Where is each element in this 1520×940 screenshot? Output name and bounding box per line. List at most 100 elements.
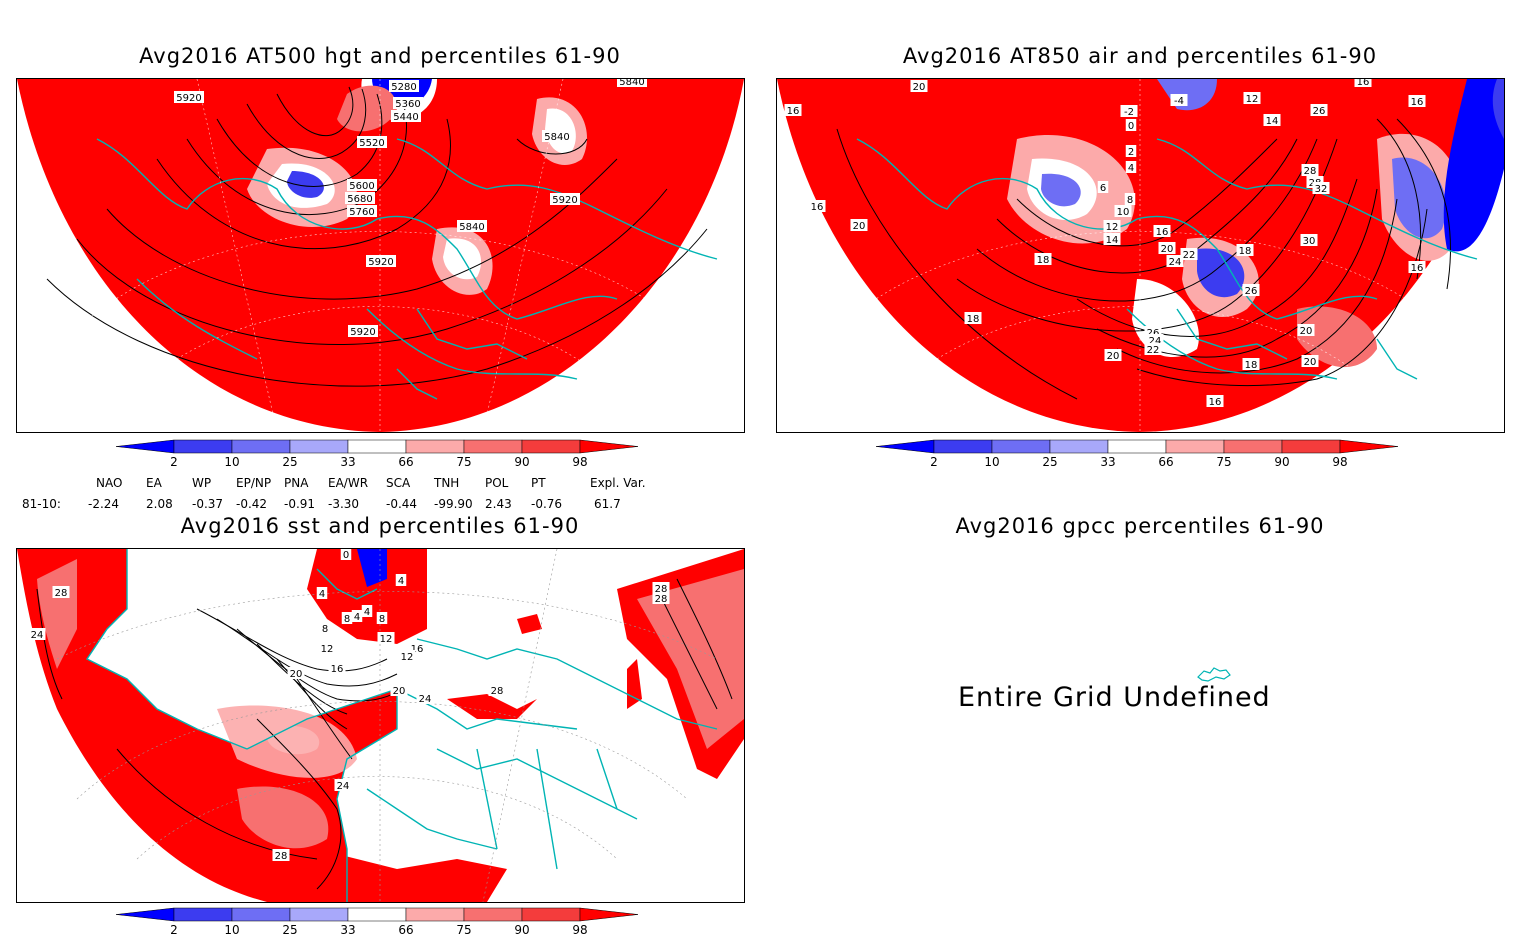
contour-label: 28	[652, 582, 670, 595]
colorbar-tick-label: 75	[456, 923, 471, 937]
contour-label: 20	[1301, 355, 1319, 368]
contour-label: 16	[1206, 395, 1224, 408]
contour-label: 5920	[348, 325, 378, 338]
index-header-cell: NAO	[96, 476, 123, 490]
contour-label: 2	[1125, 145, 1137, 158]
svg-text:28: 28	[275, 851, 288, 862]
svg-text:18: 18	[967, 314, 980, 325]
svg-text:4: 4	[364, 607, 370, 618]
colorbar-swatch	[876, 439, 935, 454]
colorbar-tick-label: 98	[572, 923, 587, 937]
contour-label: 32	[1312, 182, 1330, 195]
svg-text:16: 16	[1357, 79, 1370, 88]
contour-label: 22	[1180, 248, 1198, 261]
svg-text:28: 28	[55, 588, 68, 599]
colorbar-swatch	[347, 907, 407, 922]
index-header-cell: POL	[485, 476, 509, 490]
svg-text:24: 24	[31, 630, 44, 641]
svg-text:20: 20	[393, 686, 406, 697]
contour-label: 12	[398, 650, 416, 663]
contour-label: 18	[1242, 358, 1260, 371]
hgt-map: 5280 5360 5440 5520 5600 5680 5760 5840 5840 5840…	[17, 79, 744, 432]
colorbar-tick-label: 2	[170, 455, 178, 469]
svg-text:-2: -2	[1124, 107, 1134, 118]
contour-label: 26	[1310, 104, 1328, 117]
contour-label: 12	[318, 642, 336, 655]
svg-text:0: 0	[1128, 121, 1134, 132]
index-header-cell: TNH	[434, 476, 460, 490]
contour-label: 0	[1125, 119, 1137, 132]
svg-text:30: 30	[1303, 236, 1316, 247]
colorbar-swatch	[289, 907, 349, 922]
contour-label: 18	[964, 312, 982, 325]
svg-text:16: 16	[1156, 227, 1169, 238]
svg-text:24: 24	[337, 781, 350, 792]
svg-text:5760: 5760	[349, 207, 374, 218]
svg-text:-4: -4	[1174, 96, 1184, 107]
colorbar-swatches	[116, 439, 639, 454]
index-value-cell: 2.08	[146, 497, 173, 511]
gpcc-panel-title: Avg2016 gpcc percentiles 61-90	[955, 514, 1325, 538]
contour-label: 24	[28, 628, 46, 641]
index-value-cell: 61.7	[594, 497, 621, 511]
svg-text:16: 16	[1209, 397, 1222, 408]
hgt-panel-title: Avg2016 AT500 hgt and percentiles 61-90	[139, 44, 621, 68]
svg-text:20: 20	[853, 221, 866, 232]
svg-text:26: 26	[1313, 106, 1326, 117]
colorbar-top-left: 2 10 25 33 66 75 90 98	[116, 439, 639, 469]
hgt-coastlines	[96, 138, 718, 400]
colorbar-tick-labels: 2 10 25 33 66 75 90 98	[170, 923, 587, 937]
contour-label: 24	[416, 692, 434, 705]
svg-text:12: 12	[1106, 222, 1119, 233]
colorbar-swatch	[1165, 439, 1225, 454]
contour-label: 5920	[550, 193, 580, 206]
colorbar-tick-labels: 2 10 25 33 66 75 90 98	[930, 455, 1347, 469]
svg-text:26: 26	[1147, 328, 1160, 339]
colorbar-tick-label: 75	[1216, 455, 1231, 469]
contour-label: 5920	[174, 91, 204, 104]
air-map: 20-4-20246810121416182022242628303216182…	[777, 79, 1504, 432]
svg-text:2: 2	[1128, 147, 1134, 158]
sst-panel-title: Avg2016 sst and percentiles 61-90	[180, 514, 580, 538]
svg-text:16: 16	[1411, 263, 1424, 274]
svg-text:20: 20	[913, 82, 926, 93]
contour-label: 12	[377, 632, 395, 645]
svg-text:24: 24	[1169, 257, 1182, 268]
contour-label: 28	[52, 586, 70, 599]
svg-text:16: 16	[1411, 97, 1424, 108]
colorbar-swatch	[991, 439, 1051, 454]
svg-text:0: 0	[343, 550, 349, 561]
contour-label: 5520	[357, 136, 387, 149]
index-value-cell: -0.76	[531, 497, 563, 511]
colorbar-swatches	[116, 907, 639, 922]
svg-text:5360: 5360	[395, 99, 420, 110]
svg-text:12: 12	[1246, 94, 1259, 105]
index-value-cell: -99.90	[434, 497, 473, 511]
contour-label: 5920	[366, 255, 396, 268]
colorbar-swatch	[405, 439, 465, 454]
svg-text:20: 20	[1161, 244, 1174, 255]
colorbar-swatch	[579, 907, 639, 922]
svg-text:14: 14	[1266, 116, 1279, 127]
svg-text:28: 28	[655, 584, 668, 595]
index-header-cell: PT	[531, 476, 546, 490]
svg-text:16: 16	[331, 664, 344, 675]
svg-text:14: 14	[1106, 235, 1119, 246]
colorbar-tick-label: 90	[514, 923, 529, 937]
index-header-cell: PNA	[284, 476, 309, 490]
air-contour-labels: 20-4-20246810121416182022242628303216182…	[784, 79, 1426, 408]
svg-text:8: 8	[344, 614, 350, 625]
colorbar-tick-label: 33	[1100, 455, 1115, 469]
colorbar-tick-label: 75	[456, 455, 471, 469]
sst-map-panel: 28 24 0 4 4 4 8 4 8 8 12 12 16 20 20 24 28 24 28 28 28 16 12	[16, 548, 745, 903]
hgt-map-panel: 5280 5360 5440 5520 5600 5680 5760 5840 5840 5840…	[16, 78, 745, 433]
contour-label: 5840	[457, 220, 487, 233]
colorbar-swatch	[579, 439, 639, 454]
svg-text:5920: 5920	[552, 195, 577, 206]
colorbar-swatch	[463, 439, 523, 454]
index-value-cell: -0.42	[236, 497, 268, 511]
svg-text:16: 16	[787, 106, 800, 117]
contour-label: 16	[784, 104, 802, 117]
svg-text:4: 4	[1128, 163, 1134, 174]
svg-text:10: 10	[1117, 207, 1130, 218]
